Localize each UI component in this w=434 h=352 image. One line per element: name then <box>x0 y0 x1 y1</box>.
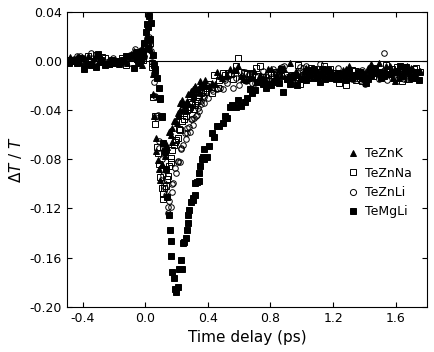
TeZnLi <box>165 211 171 215</box>
Line: TeMgLi: TeMgLi <box>66 13 422 295</box>
Line: TeZnK: TeZnK <box>68 33 422 183</box>
TeMgLi <box>400 74 405 78</box>
TeMgLi <box>230 102 235 107</box>
TeZnLi <box>401 76 406 81</box>
TeMgLi <box>343 78 349 82</box>
TeZnLi <box>165 205 171 209</box>
TeZnLi <box>150 60 155 64</box>
TeMgLi <box>151 53 156 57</box>
TeZnNa <box>400 78 405 83</box>
TeZnLi <box>230 86 235 90</box>
Line: TeZnNa: TeZnNa <box>67 39 423 202</box>
Legend: TeZnK, TeZnNa, TeZnLi, TeMgLi: TeZnK, TeZnNa, TeZnLi, TeMgLi <box>342 143 417 223</box>
TeZnK <box>166 130 171 134</box>
TeZnLi <box>343 70 348 74</box>
TeMgLi <box>66 61 72 65</box>
TeMgLi <box>174 290 179 294</box>
TeZnLi <box>146 35 151 39</box>
TeZnNa <box>67 58 72 62</box>
TeMgLi <box>271 80 276 84</box>
TeZnNa <box>230 77 236 81</box>
TeZnK <box>231 68 237 73</box>
TeZnK <box>270 79 276 83</box>
TeZnNa <box>344 83 349 87</box>
TeZnLi <box>270 67 276 71</box>
TeMgLi <box>146 14 151 18</box>
TeZnNa <box>417 70 422 74</box>
TeMgLi <box>164 195 170 199</box>
TeZnK <box>401 68 406 72</box>
TeZnNa <box>145 40 150 44</box>
TeZnNa <box>166 174 171 178</box>
TeZnK <box>68 55 73 59</box>
TeZnNa <box>150 65 155 70</box>
X-axis label: Time delay (ps): Time delay (ps) <box>187 330 306 345</box>
TeZnLi <box>416 70 421 74</box>
Y-axis label: $\Delta T\ /\ T$: $\Delta T\ /\ T$ <box>7 136 24 183</box>
TeZnK <box>417 69 422 73</box>
TeZnK <box>144 33 149 38</box>
TeZnK <box>158 178 163 182</box>
TeZnLi <box>68 60 73 64</box>
TeMgLi <box>417 77 422 82</box>
TeZnNa <box>160 197 165 201</box>
TeZnK <box>343 67 349 71</box>
Line: TeZnLi: TeZnLi <box>68 34 421 216</box>
TeZnK <box>151 72 156 76</box>
TeZnNa <box>272 73 277 77</box>
